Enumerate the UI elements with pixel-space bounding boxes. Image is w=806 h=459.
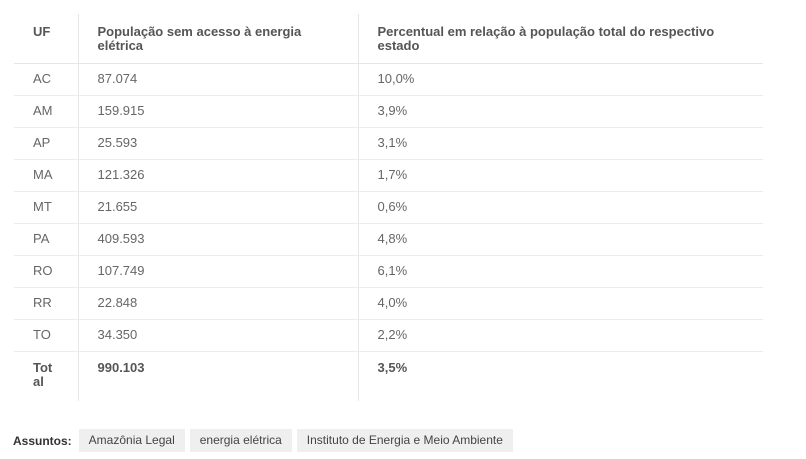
cell-population: 107.749 — [77, 255, 358, 288]
table-row: PA 409.593 4,8% — [14, 223, 763, 256]
cell-population: 21.655 — [77, 191, 358, 224]
table-row: MA 121.326 1,7% — [14, 159, 763, 192]
header-percent: Percentual em relação à população total … — [357, 14, 763, 64]
tag-amazonia-legal[interactable]: Amazônia Legal — [78, 429, 185, 452]
table-row: RR 22.848 4,0% — [14, 287, 763, 320]
cell-population: 159.915 — [77, 95, 358, 128]
cell-uf: AM — [14, 95, 78, 128]
table-row: MT 21.655 0,6% — [14, 191, 763, 224]
cell-percent: 6,1% — [357, 255, 763, 288]
header-population: População sem acesso à energia elétrica — [77, 14, 358, 64]
cell-percent: 10,0% — [357, 63, 763, 96]
cell-percent: 2,2% — [357, 319, 763, 352]
cell-population: 34.350 — [77, 319, 358, 352]
cell-population: 22.848 — [77, 287, 358, 320]
cell-uf: AC — [14, 63, 78, 96]
cell-uf: MA — [14, 159, 78, 192]
table-row: RO 107.749 6,1% — [14, 255, 763, 288]
cell-percent: 3,9% — [357, 95, 763, 128]
cell-uf: RR — [14, 287, 78, 320]
subjects-label: Assuntos: — [13, 433, 72, 448]
tag-energia-eletrica[interactable]: energia elétrica — [189, 429, 292, 452]
table-row: AP 25.593 3,1% — [14, 127, 763, 160]
cell-percent: 1,7% — [357, 159, 763, 192]
cell-uf: RO — [14, 255, 78, 288]
cell-uf: MT — [14, 191, 78, 224]
header-uf: UF — [14, 14, 78, 64]
total-population: 990.103 — [77, 351, 358, 401]
table-row: AM 159.915 3,9% — [14, 95, 763, 128]
table-total-row: Total 990.103 3,5% — [14, 351, 763, 401]
cell-percent: 4,0% — [357, 287, 763, 320]
table-row: TO 34.350 2,2% — [14, 319, 763, 352]
total-uf: Total — [33, 360, 53, 389]
tag-instituto-energia[interactable]: Instituto de Energia e Meio Ambiente — [296, 429, 513, 452]
cell-percent: 4,8% — [357, 223, 763, 256]
subjects-bar: Assuntos: Amazônia Legal energia elétric… — [13, 429, 518, 452]
cell-uf: TO — [14, 319, 78, 352]
cell-population: 25.593 — [77, 127, 358, 160]
cell-population: 121.326 — [77, 159, 358, 192]
cell-population: 87.074 — [77, 63, 358, 96]
energy-access-table: UF População sem acesso à energia elétri… — [14, 14, 763, 401]
total-percent: 3,5% — [357, 351, 763, 401]
cell-population: 409.593 — [77, 223, 358, 256]
cell-percent: 3,1% — [357, 127, 763, 160]
table-header-row: UF População sem acesso à energia elétri… — [14, 14, 763, 64]
table-row: AC 87.074 10,0% — [14, 63, 763, 96]
cell-uf: AP — [14, 127, 78, 160]
cell-uf: PA — [14, 223, 78, 256]
cell-percent: 0,6% — [357, 191, 763, 224]
